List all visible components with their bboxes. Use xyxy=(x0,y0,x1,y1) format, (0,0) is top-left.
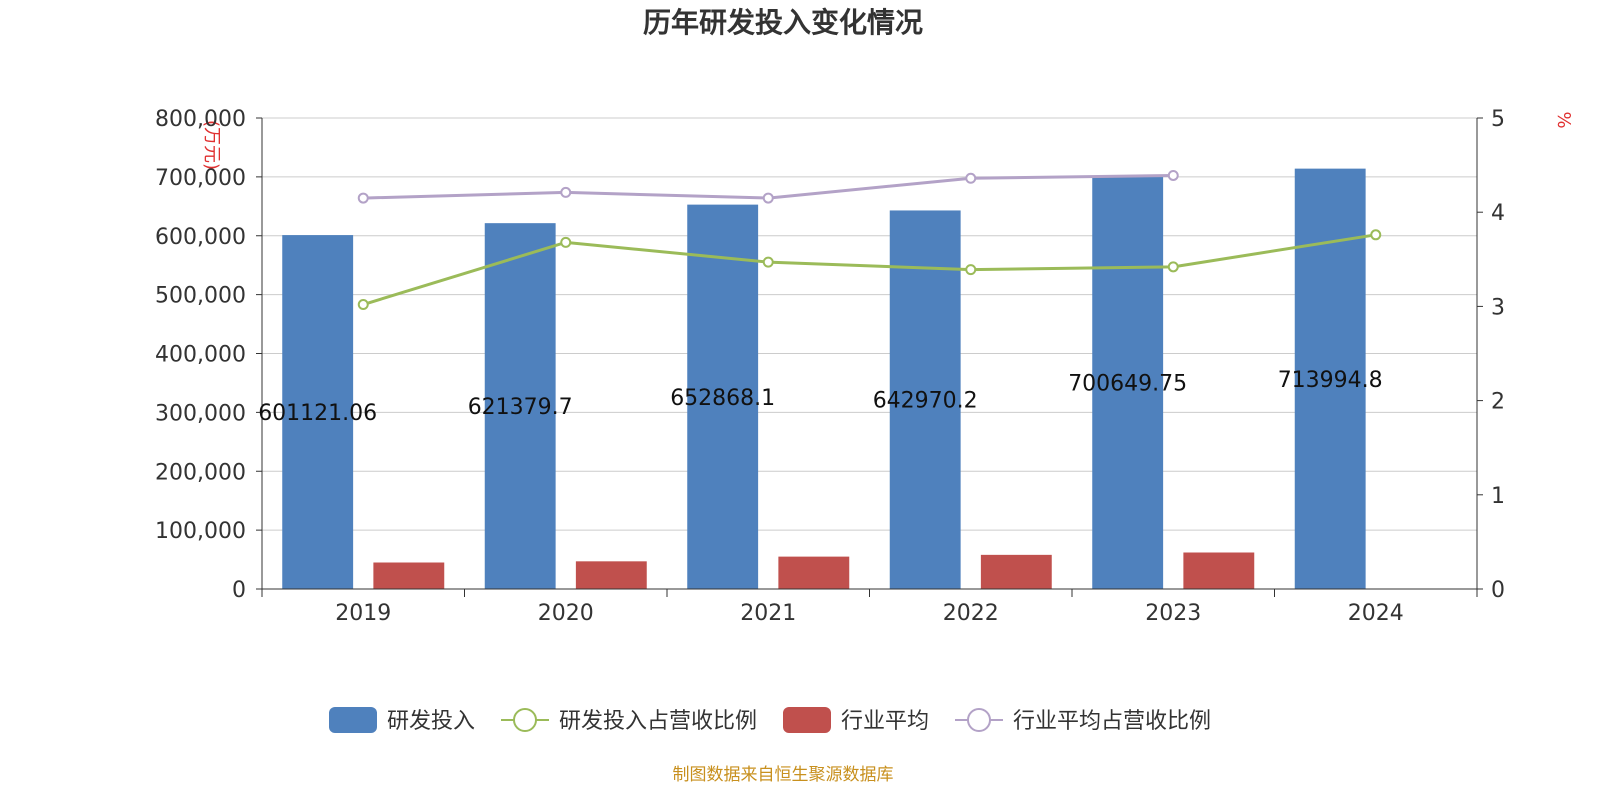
bar-rd-investment xyxy=(889,210,961,589)
legend-label: 研发投入占营收比例 xyxy=(559,709,757,734)
right-tick-label: 4 xyxy=(1491,201,1505,226)
legend-swatch-marker xyxy=(513,708,537,732)
legend-label: 行业平均占营收比例 xyxy=(1013,709,1211,734)
bar-rd-investment xyxy=(687,204,759,589)
left-tick-label: 300,000 xyxy=(155,401,246,426)
left-tick-label: 500,000 xyxy=(155,284,246,309)
bar-data-label: 621379.7 xyxy=(468,395,573,420)
line-point xyxy=(965,172,977,184)
line-point xyxy=(357,299,369,311)
left-tick-label: 400,000 xyxy=(155,343,246,368)
legend-item[interactable]: 行业平均占营收比例 xyxy=(955,708,1211,734)
bar-rd-investment xyxy=(1092,176,1164,589)
legend-swatch-bar xyxy=(783,707,831,733)
bar-industry-average xyxy=(778,556,850,589)
bar-industry-average xyxy=(575,561,647,589)
x-tick-label: 2024 xyxy=(1348,601,1404,626)
bar-rd-investment xyxy=(484,223,556,589)
bar-rd-investment xyxy=(282,235,354,590)
bar-industry-average xyxy=(1183,552,1255,589)
data-source-note: 制图数据来自恒生聚源数据库 xyxy=(673,765,894,785)
legend-item[interactable]: 研发投入 xyxy=(329,707,475,734)
line-point xyxy=(1370,229,1382,241)
axes: 0 100,000 200,000 300,000 400,000 500,000 600,… xyxy=(155,107,1505,626)
x-tick-label: 2019 xyxy=(335,601,391,626)
bar-industry-average xyxy=(980,554,1052,589)
right-tick-label: 5 xyxy=(1491,107,1505,132)
grid-lines xyxy=(262,117,1477,531)
legend-item[interactable]: 行业平均 xyxy=(783,707,929,734)
right-axis-unit: % xyxy=(1553,111,1574,128)
line-rd-ratio xyxy=(362,233,1376,306)
x-tick-label: 2023 xyxy=(1145,601,1201,626)
left-axis-unit: (万元) xyxy=(201,120,222,170)
bar-data-label: 642970.2 xyxy=(873,389,978,414)
bar-industry-average xyxy=(373,562,445,589)
bars xyxy=(282,168,1366,590)
left-tick-label: 700,000 xyxy=(155,166,246,191)
line-point xyxy=(1167,261,1179,273)
line-point xyxy=(1167,169,1179,181)
left-tick-label: 0 xyxy=(232,578,246,603)
left-tick-label: 600,000 xyxy=(155,225,246,250)
left-tick-label: 800,000 xyxy=(155,107,246,132)
right-tick-label: 1 xyxy=(1491,484,1505,509)
legend-item[interactable]: 研发投入占营收比例 xyxy=(501,708,757,734)
right-tick-label: 2 xyxy=(1491,390,1505,415)
x-tick-label: 2022 xyxy=(943,601,999,626)
bar-data-label: 601121.06 xyxy=(258,401,377,426)
bar-data-label: 652868.1 xyxy=(670,386,775,411)
legend-swatch-marker xyxy=(967,708,991,732)
line-point xyxy=(560,236,572,248)
x-tick-label: 2021 xyxy=(740,601,796,626)
legend-label: 行业平均 xyxy=(841,709,929,734)
legend: 研发投入 研发投入占营收比例 行业平均 行业平均占营收比例 xyxy=(329,707,1211,734)
legend-label: 研发投入 xyxy=(387,709,475,734)
chart-title: 历年研发投入变化情况 xyxy=(643,6,923,39)
x-tick-label: 2020 xyxy=(538,601,594,626)
line-point xyxy=(762,256,774,268)
legend-swatch-bar xyxy=(329,707,377,733)
left-tick-label: 200,000 xyxy=(155,460,246,485)
line-point xyxy=(762,192,774,204)
right-tick-label: 3 xyxy=(1491,295,1505,320)
line-point xyxy=(965,264,977,276)
left-tick-label: 100,000 xyxy=(155,519,246,544)
right-tick-label: 0 xyxy=(1491,578,1505,603)
bar-data-label: 713994.8 xyxy=(1278,368,1383,393)
line-series xyxy=(357,169,1382,311)
line-point xyxy=(357,192,369,204)
bar-data-label: 700649.75 xyxy=(1068,372,1187,397)
line-point xyxy=(560,186,572,198)
data-labels: 601121.06 621379.7 652868.1 642970.2 700649.… xyxy=(258,368,1382,426)
